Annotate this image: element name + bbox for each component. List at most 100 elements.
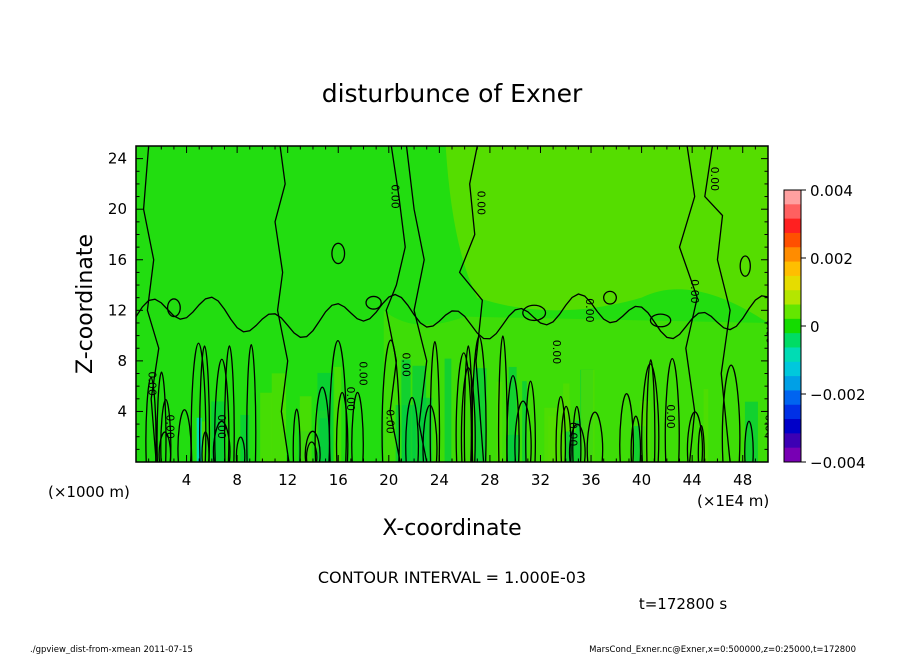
contour-label: 0.00 bbox=[708, 167, 721, 192]
colorbar-tick-label: −0.002 bbox=[810, 386, 866, 404]
contour-line bbox=[586, 411, 604, 462]
contour-line bbox=[555, 395, 567, 462]
contour-label: 0.00 bbox=[550, 340, 563, 365]
colorbar-tick-label: 0.002 bbox=[810, 250, 853, 268]
contour-label: 0.00 bbox=[762, 414, 775, 439]
contour-line bbox=[721, 364, 741, 462]
colorbar-swatch bbox=[784, 247, 801, 263]
contour-loop bbox=[166, 298, 181, 318]
x-tick-label: 32 bbox=[531, 471, 550, 489]
contour-label: 0.00 bbox=[664, 404, 677, 429]
field-patch bbox=[508, 366, 517, 462]
contour-line bbox=[455, 352, 472, 462]
colorbar-swatch bbox=[784, 275, 801, 291]
field-patch bbox=[260, 392, 273, 462]
colorbar-swatch bbox=[784, 333, 801, 348]
contour-line bbox=[460, 367, 476, 462]
contour-line bbox=[630, 415, 642, 462]
colorbar-swatch bbox=[784, 318, 801, 334]
contour-line bbox=[568, 423, 586, 462]
contour-line bbox=[422, 404, 438, 462]
field-patch bbox=[634, 426, 646, 462]
field-patch bbox=[444, 358, 452, 462]
contour-line bbox=[145, 376, 157, 462]
colorbar-swatch bbox=[784, 304, 801, 320]
y-axis: 4 8 12 16 20 24 bbox=[108, 150, 768, 450]
x-tick-label: 4 bbox=[182, 471, 192, 489]
contour-line bbox=[304, 430, 321, 462]
contour-label: 0.00 bbox=[688, 279, 701, 304]
contour-line bbox=[381, 339, 401, 462]
contour-label: 0.00 bbox=[357, 361, 370, 386]
contour-line bbox=[136, 293, 768, 340]
contour-label: 0.00 bbox=[215, 414, 228, 439]
contour-line bbox=[246, 344, 257, 462]
time-label: t=172800 s bbox=[639, 595, 727, 613]
x-tick-label: 12 bbox=[278, 471, 297, 489]
x-axis-label: X-coordinate bbox=[382, 516, 521, 541]
contour-label: 0.00 bbox=[764, 320, 777, 345]
colorbar-swatch bbox=[784, 390, 801, 406]
colorbar-swatch bbox=[784, 261, 801, 277]
contour-line bbox=[646, 359, 656, 462]
contour-line bbox=[506, 374, 520, 462]
colorbar-swatch bbox=[784, 376, 801, 391]
colorbar-swatch bbox=[784, 218, 801, 234]
contour-line bbox=[458, 146, 485, 462]
x-tick-label: 36 bbox=[581, 471, 600, 489]
x-tick-label: 28 bbox=[480, 471, 499, 489]
field-patch bbox=[544, 407, 558, 462]
contour-line bbox=[156, 371, 167, 462]
contour-line bbox=[405, 396, 419, 462]
contour-loop bbox=[739, 255, 751, 277]
x-tick-label: 24 bbox=[430, 471, 449, 489]
x-tick-label: 16 bbox=[329, 471, 348, 489]
contour-line bbox=[744, 420, 754, 462]
contour-line bbox=[214, 358, 230, 462]
contour-line bbox=[177, 409, 192, 462]
contour-line bbox=[385, 146, 406, 462]
field-patch bbox=[496, 381, 503, 462]
x-axis: 4 8 12 16 20 24 28 32 36 40 44 48 bbox=[148, 146, 756, 489]
contour-line bbox=[212, 420, 231, 462]
y-axis-label: Z-coordinate bbox=[73, 234, 98, 374]
contour-labels-group: 0.00 0.000.000.000.000.000.00 0.000.000.00… bbox=[146, 167, 777, 447]
contour-line bbox=[142, 146, 160, 462]
contour-lines bbox=[136, 146, 768, 462]
contour-loop bbox=[331, 242, 346, 265]
colorbar-swatch bbox=[784, 447, 801, 463]
contour-line bbox=[160, 398, 172, 462]
contour-line bbox=[572, 405, 582, 462]
contour-line bbox=[235, 436, 246, 462]
y-tick-label: 8 bbox=[117, 352, 127, 370]
y-tick-label: 16 bbox=[108, 251, 127, 269]
y-tick-label: 4 bbox=[117, 402, 127, 420]
contour-line bbox=[697, 424, 705, 462]
x-scale-label: (×1E4 m) bbox=[697, 492, 769, 510]
colorbar-tick-label: 0.004 bbox=[810, 182, 853, 200]
contour-line bbox=[686, 411, 704, 462]
contour-line bbox=[274, 146, 290, 462]
contour-interval-text: CONTOUR INTERVAL = 1.000E-03 bbox=[318, 568, 586, 587]
field-patch bbox=[299, 396, 312, 462]
contour-line bbox=[305, 441, 318, 462]
x-tick-label: 40 bbox=[632, 471, 651, 489]
y-tick-label: 20 bbox=[108, 200, 127, 218]
colorbar-tick-label: −0.004 bbox=[810, 454, 866, 472]
contour-label: 0.00 bbox=[344, 387, 357, 412]
x-tick-label: 44 bbox=[683, 471, 702, 489]
contour-label: 0.00 bbox=[388, 184, 401, 209]
x-unit-label: (×1000 m) bbox=[48, 483, 130, 501]
contour-line bbox=[335, 391, 349, 462]
field-patch bbox=[271, 373, 287, 462]
contour-label: 0.00 bbox=[146, 371, 159, 396]
contour-line bbox=[199, 345, 211, 462]
contour-loop bbox=[603, 290, 617, 305]
colorbar: 0.004 0.002 0 −0.002 −0.004 bbox=[783, 182, 866, 472]
colorbar-swatch bbox=[784, 232, 801, 248]
contour-line bbox=[619, 393, 634, 462]
y-tick-label: 24 bbox=[108, 150, 127, 168]
contour-label: 0.00 bbox=[400, 352, 413, 377]
colorbar-swatch bbox=[784, 433, 801, 449]
